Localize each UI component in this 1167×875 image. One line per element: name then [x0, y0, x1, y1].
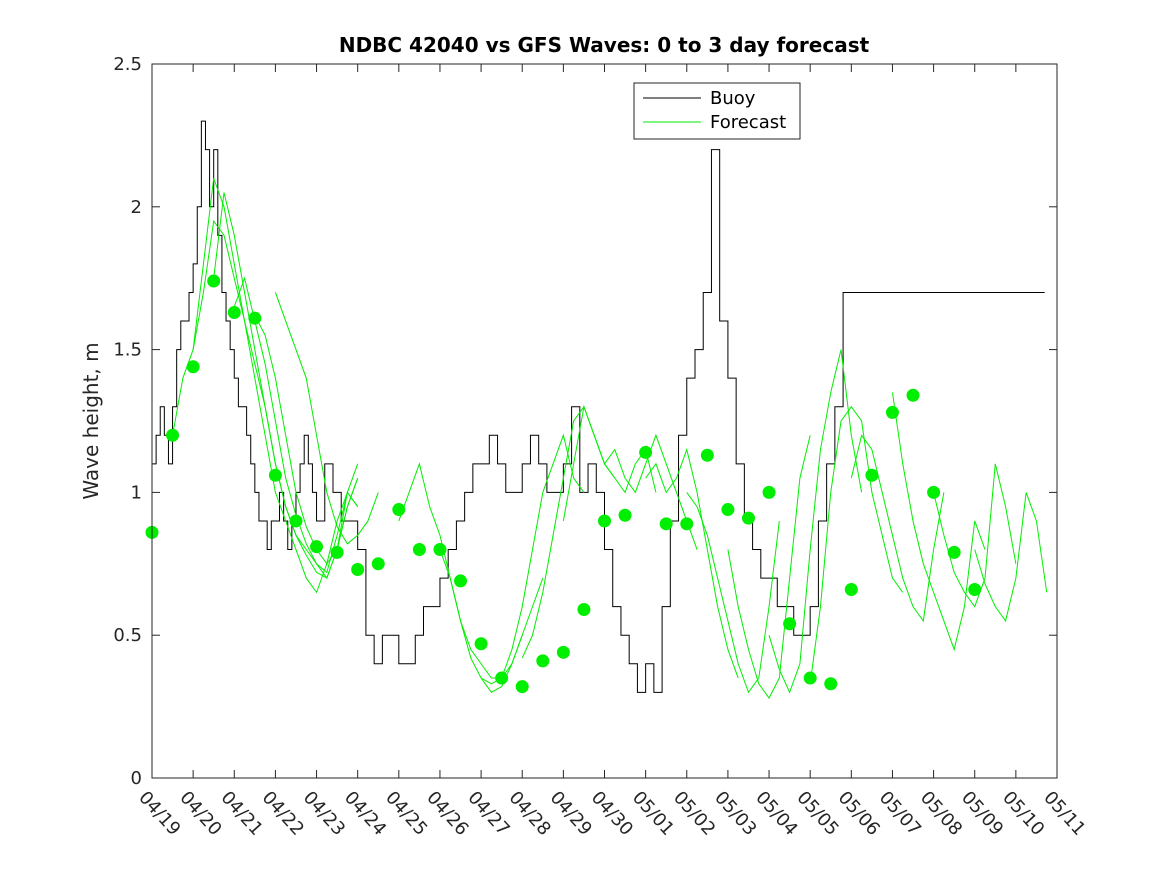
analysis-point — [721, 503, 735, 517]
y-tick-label: 1.5 — [113, 340, 142, 361]
x-tick-label: 04/29 — [546, 787, 596, 840]
forecast-line — [213, 192, 359, 579]
analysis-point — [968, 583, 982, 597]
forecast-line — [686, 492, 780, 694]
analysis-point — [207, 274, 221, 288]
legend-box — [633, 82, 801, 140]
x-tick-label: 05/07 — [875, 787, 925, 840]
x-tick-label: 04/27 — [463, 787, 513, 840]
legend: Buoy Forecast — [633, 82, 801, 140]
y-tick-label: 1 — [131, 482, 142, 503]
analysis-point — [268, 468, 282, 482]
analysis-point — [166, 428, 180, 442]
x-tick-label: 05/08 — [916, 787, 966, 840]
forecast-line — [933, 463, 1017, 608]
forecast-line — [439, 549, 544, 693]
x-tick-label: 05/11 — [1039, 787, 1089, 840]
analysis-point — [536, 654, 550, 668]
analysis-point — [577, 602, 591, 616]
x-tick-label: 05/01 — [628, 787, 678, 840]
x-tick-label: 04/25 — [381, 787, 431, 840]
analysis-point — [762, 485, 776, 499]
analysis-point — [680, 517, 694, 531]
analysis-point — [330, 545, 344, 559]
forecast-line — [274, 292, 379, 545]
analysis-point — [351, 563, 365, 577]
analysis-point — [824, 677, 838, 691]
legend-buoy-label: Buoy — [710, 88, 756, 109]
buoy-series — [152, 120, 1045, 693]
x-tick-label: 05/09 — [957, 787, 1007, 840]
analysis-point — [639, 445, 653, 459]
analysis-point — [700, 448, 714, 462]
x-tick-label: 04/21 — [217, 787, 267, 840]
y-axis: 0 0.5 1 1.5 2 2.5 — [113, 54, 1057, 789]
analysis-point — [885, 405, 899, 419]
forecast-line — [891, 392, 986, 652]
analysis-point — [947, 545, 961, 559]
x-tick-label: 04/24 — [340, 787, 390, 840]
forecast-line — [727, 435, 811, 699]
analysis-point — [454, 574, 468, 588]
x-tick-label: 04/22 — [258, 787, 308, 840]
x-tick-label: 04/19 — [134, 787, 184, 840]
analysis-point — [783, 617, 797, 631]
analysis-point — [186, 360, 200, 374]
x-tick-label: 05/05 — [792, 787, 842, 840]
x-tick-label: 05/03 — [710, 787, 760, 840]
plot-area — [145, 63, 1058, 779]
analysis-point — [433, 543, 447, 557]
x-tick-label: 05/10 — [998, 787, 1048, 840]
analysis-point — [659, 517, 673, 531]
analysis-point — [803, 671, 817, 685]
analysis-point — [248, 311, 262, 325]
forecast-line — [645, 447, 739, 679]
analysis-point — [741, 511, 755, 525]
analysis-points — [145, 274, 982, 694]
analysis-point — [556, 645, 570, 659]
analysis-point — [310, 540, 324, 554]
analysis-point — [927, 485, 941, 499]
y-tick-label: 0 — [131, 768, 142, 789]
forecast-line — [809, 405, 904, 684]
analysis-point — [844, 583, 858, 597]
analysis-point — [618, 508, 632, 522]
chart-title: NDBC 42040 vs GFS Waves: 0 to 3 day fore… — [339, 33, 870, 57]
y-tick-label: 2 — [131, 197, 142, 218]
x-tick-label: 05/06 — [834, 787, 884, 840]
plot-background — [152, 64, 1057, 778]
x-tick-label: 04/28 — [505, 787, 555, 840]
analysis-point — [289, 514, 303, 528]
forecast-line — [254, 315, 359, 565]
forecast-line — [850, 434, 945, 623]
analysis-point — [474, 637, 488, 651]
analysis-point — [906, 388, 920, 402]
analysis-point — [865, 468, 879, 482]
y-tick-label: 2.5 — [113, 54, 142, 75]
forecast-line — [768, 349, 863, 694]
analysis-point — [412, 543, 426, 557]
x-tick-label: 05/02 — [669, 787, 719, 840]
analysis-point — [227, 305, 241, 319]
analysis-point — [392, 503, 406, 517]
analysis-point — [495, 671, 509, 685]
x-tick-label: 05/04 — [751, 787, 801, 840]
buoy-line — [152, 120, 1045, 693]
y-axis-label: Wave height, m — [79, 342, 103, 499]
x-tick-label: 04/26 — [422, 787, 472, 840]
x-tick-label: 04/20 — [175, 787, 225, 840]
y-tick-label: 0.5 — [113, 625, 142, 646]
forecast-line — [562, 404, 657, 522]
analysis-point — [515, 680, 529, 694]
analysis-point — [371, 557, 385, 571]
forecast-line — [192, 178, 359, 594]
analysis-point — [598, 514, 611, 528]
legend-forecast-label: Forecast — [710, 112, 786, 133]
x-tick-label: 04/23 — [299, 787, 349, 840]
x-tick-label: 04/30 — [587, 787, 637, 840]
forecast-line — [974, 492, 1048, 623]
